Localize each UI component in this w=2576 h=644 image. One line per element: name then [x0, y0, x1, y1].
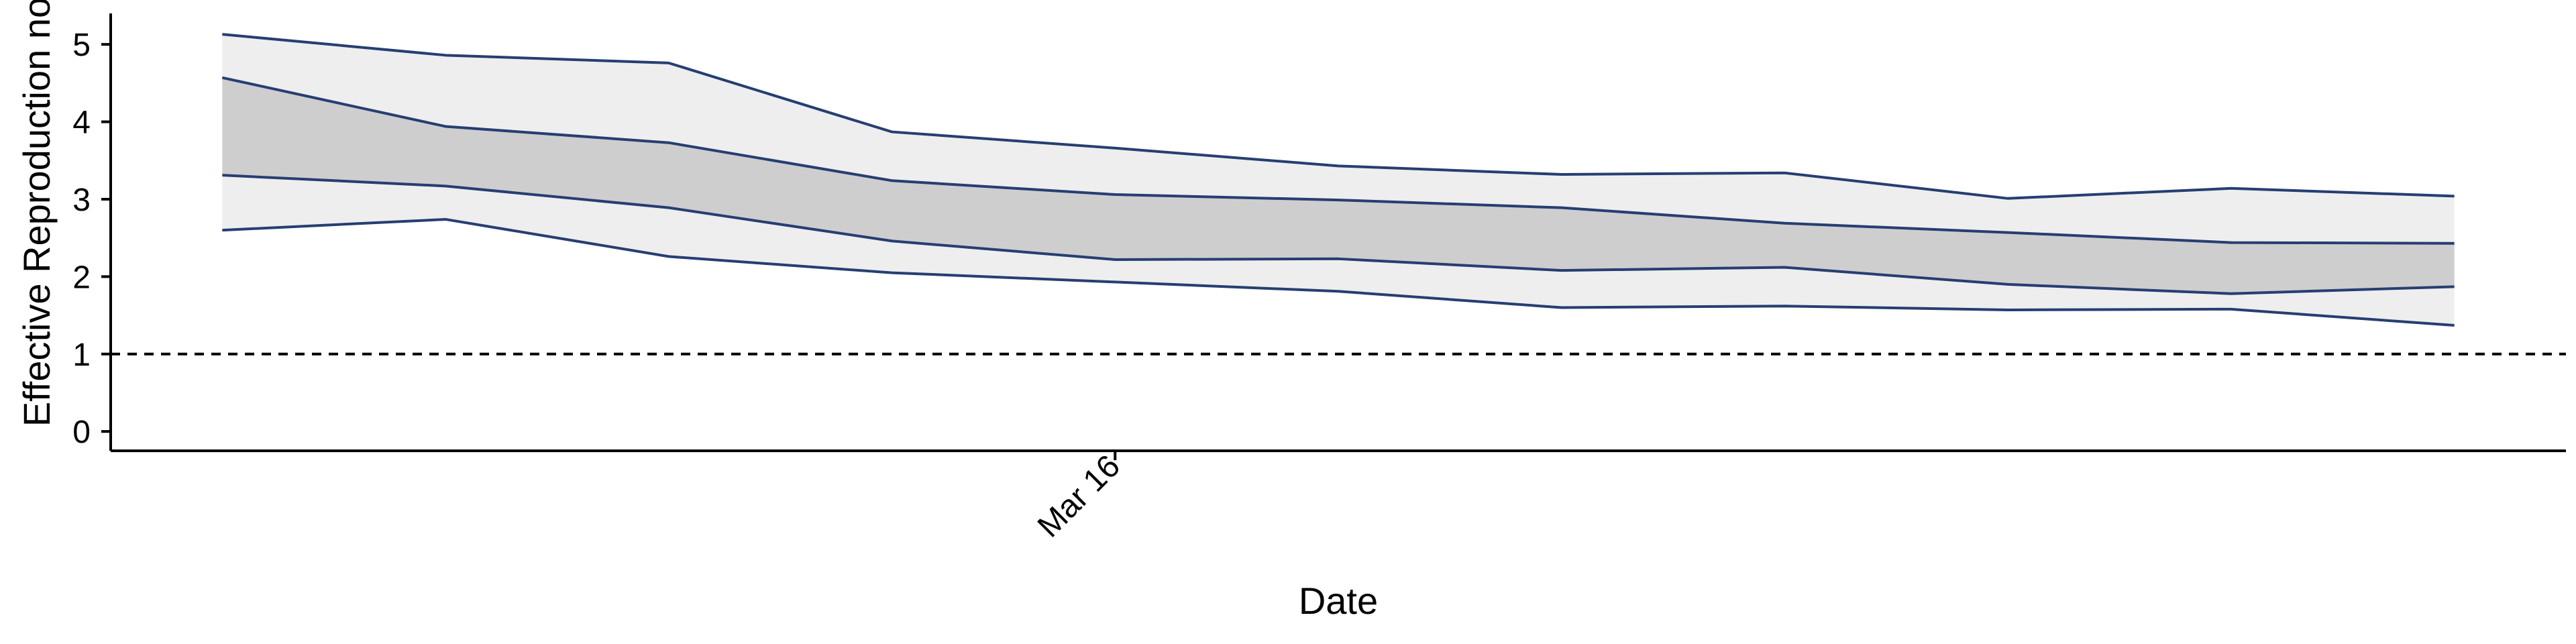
- band-2-lower-line: [222, 174, 2455, 295]
- y-tick-label-1: 1: [72, 337, 91, 373]
- x-tick-label-1: Mar 16: [1031, 448, 1127, 544]
- credible-band-2: [222, 77, 2455, 294]
- y-tick-label-4: 4: [72, 105, 91, 141]
- y-axis-label: Effective Reproduction no: [15, 0, 58, 427]
- band-1-upper-line: [222, 33, 2455, 200]
- x-axis-ticks: Mar 16: [1031, 448, 1127, 544]
- credible-interval-bands: [222, 34, 2455, 326]
- y-axis-ticks: 0 1 2 3 4 5: [72, 28, 111, 450]
- y-tick-label-5: 5: [72, 28, 91, 63]
- x-axis-label: Date: [1299, 580, 1378, 622]
- band-1-lower-line: [222, 217, 2455, 327]
- y-tick-label-2: 2: [72, 260, 91, 295]
- y-tick-label-0: 0: [72, 415, 91, 450]
- interval-boundary-lines: [221, 33, 2455, 327]
- y-tick-label-3: 3: [72, 182, 91, 218]
- band-2-upper-line: [221, 76, 2455, 245]
